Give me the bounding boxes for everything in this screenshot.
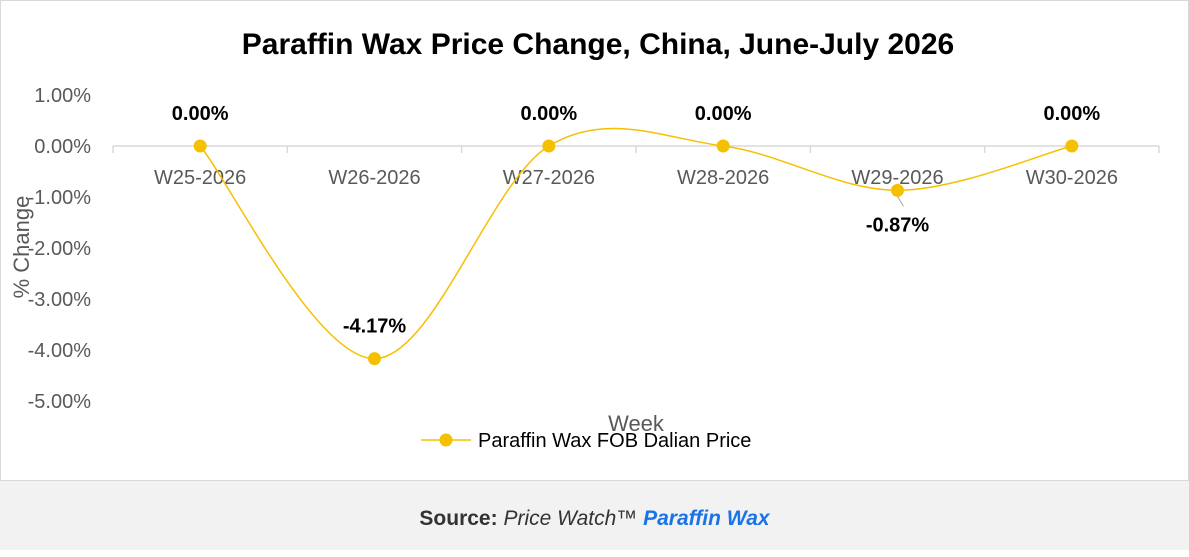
y-tick-label: 1.00% bbox=[34, 85, 91, 107]
y-tick-label: 0.00% bbox=[34, 136, 91, 158]
legend-label: Paraffin Wax FOB Dalian Price bbox=[478, 430, 751, 452]
x-tick-label: W28-2026 bbox=[677, 167, 769, 189]
data-label: 0.00% bbox=[172, 103, 229, 125]
x-tick-label: W30-2026 bbox=[1026, 167, 1118, 189]
legend-marker bbox=[439, 433, 453, 447]
data-label: 0.00% bbox=[520, 103, 577, 125]
x-tick-label: W25-2026 bbox=[154, 167, 246, 189]
x-axis-ticks: W25-2026 W26-2026 W27-2026 W28-2026 W29-2026… bbox=[112, 146, 1160, 189]
data-label-leader bbox=[897, 196, 904, 207]
y-tick-label: -2.00% bbox=[28, 238, 92, 260]
y-tick-label: -5.00% bbox=[28, 391, 92, 413]
data-point bbox=[891, 183, 904, 197]
x-tick-label: W29-2026 bbox=[851, 167, 943, 189]
source-link[interactable]: Paraffin Wax bbox=[643, 507, 770, 530]
x-tick-label: W26-2026 bbox=[328, 167, 420, 189]
data-point bbox=[716, 139, 730, 153]
y-axis-ticks: 1.00% 0.00% -1.00% -2.00% -3.00% -4.00% -5.00% bbox=[28, 85, 92, 413]
data-point bbox=[542, 139, 556, 153]
data-point bbox=[1065, 139, 1079, 153]
source-text: Price Watch™ bbox=[503, 507, 638, 530]
source-label: Source: bbox=[419, 507, 498, 530]
y-axis-title: % Change bbox=[9, 196, 34, 299]
data-points bbox=[193, 139, 1079, 366]
data-labels: 0.00% -4.17% 0.00% 0.00% -0.87% 0.00% bbox=[172, 103, 1101, 338]
chart-title: Paraffin Wax Price Change, China, June-J… bbox=[242, 28, 954, 61]
x-tick-label: W27-2026 bbox=[503, 167, 595, 189]
data-label: 0.00% bbox=[1043, 103, 1100, 125]
x-axis-title: Week bbox=[608, 411, 665, 436]
data-label: 0.00% bbox=[695, 103, 752, 125]
series-line bbox=[199, 127, 1073, 360]
y-tick-label: -3.00% bbox=[28, 289, 92, 311]
data-point bbox=[193, 139, 207, 153]
data-label: -4.17% bbox=[343, 316, 407, 338]
source-footer: Source: Price Watch™ Paraffin Wax bbox=[0, 481, 1189, 550]
legend: Paraffin Wax FOB Dalian Price bbox=[421, 430, 751, 452]
line-chart: Paraffin Wax Price Change, China, June-J… bbox=[9, 28, 1160, 452]
y-tick-label: -4.00% bbox=[28, 340, 92, 362]
chart-frame: Paraffin Wax Price Change, China, June-J… bbox=[0, 0, 1189, 481]
y-tick-label: -1.00% bbox=[28, 187, 92, 209]
data-label: -0.87% bbox=[866, 214, 930, 236]
data-point bbox=[368, 352, 381, 366]
